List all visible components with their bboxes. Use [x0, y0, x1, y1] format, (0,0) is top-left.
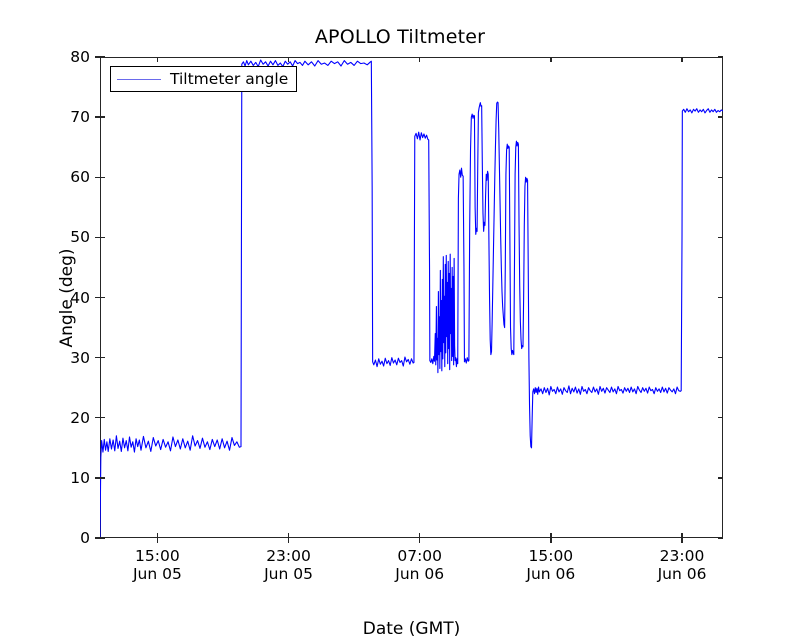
chart-title: APOLLO Tiltmeter	[314, 26, 486, 48]
x-tick-mark-inner	[419, 533, 421, 538]
y-tick-mark-right	[718, 296, 723, 299]
y-tick-label: 30	[70, 348, 90, 367]
y-tick-mark-inner	[100, 176, 105, 178]
y-tick-mark	[95, 236, 100, 239]
x-tick-mark-top	[419, 57, 421, 62]
y-tick-mark-inner	[100, 56, 105, 58]
legend-line-swatch	[117, 78, 161, 80]
y-tick-mark-right	[718, 417, 723, 419]
x-tick-time: 23:00	[266, 547, 311, 565]
y-tick-mark	[95, 477, 100, 479]
x-tick-time: 15:00	[528, 547, 574, 565]
legend-label: Tiltmeter angle	[170, 70, 289, 88]
y-tick-label: 0	[80, 529, 90, 547]
x-tick-mark-inner	[550, 533, 552, 538]
y-axis-label: Angle (deg)	[57, 247, 77, 348]
x-axis-label: Date (GMT)	[362, 619, 461, 639]
plot-area: 0 10 20 30 40 50 60 70 80 15:00 Jun 05 23:00 Jun 05…	[57, 48, 723, 639]
x-tick-mark	[550, 538, 552, 543]
x-tick-time: 07:00	[397, 547, 443, 565]
tiltmeter-angle-line	[100, 59, 723, 538]
y-tick-mark	[95, 296, 100, 299]
y-tick-mark-right	[718, 116, 723, 118]
y-tick-mark	[95, 356, 100, 359]
x-tick-mark	[681, 538, 683, 543]
plot-frame	[100, 57, 723, 538]
y-tick-mark-inner	[100, 477, 105, 479]
y-tick-label: 50	[70, 228, 90, 247]
x-tick-mark-inner	[287, 533, 290, 538]
x-tick-date: Jun 06	[395, 565, 445, 583]
y-tick-mark-right	[718, 176, 723, 178]
y-tick-mark	[95, 116, 100, 118]
x-tick-mark	[156, 538, 159, 543]
x-tick-label: 23:00 Jun 06	[612, 547, 752, 583]
x-tick-mark-inner	[156, 533, 159, 538]
y-tick-mark-right	[718, 356, 723, 359]
y-tick-mark-right	[718, 477, 723, 479]
y-tick-label: 60	[70, 168, 90, 187]
y-tick-label: 20	[70, 408, 90, 427]
x-tick-mark	[287, 538, 290, 543]
y-tick-mark-right	[718, 236, 723, 239]
y-tick-mark-inner	[100, 356, 105, 359]
x-tick-label: 23:00 Jun 05	[219, 547, 359, 583]
y-tick-label: 10	[70, 468, 90, 487]
x-tick-mark-top	[550, 57, 552, 62]
chart-figure: APOLLO Tiltmeter 0 10 20 30 40 50 60 70 80 15:00…	[57, 26, 723, 639]
y-tick-mark	[95, 537, 100, 539]
x-tick-label: 07:00 Jun 06	[350, 547, 490, 583]
x-tick-mark	[419, 538, 421, 543]
x-tick-date: Jun 05	[264, 565, 313, 583]
chart-legend: Tiltmeter angle	[110, 66, 298, 92]
x-tick-mark-top	[287, 57, 290, 62]
y-tick-mark	[95, 417, 100, 419]
x-tick-mark-top	[156, 57, 159, 62]
y-tick-mark-right	[718, 56, 723, 58]
y-tick-mark-inner	[100, 537, 105, 539]
y-tick-mark-inner	[100, 296, 105, 299]
x-tick-date: Jun 06	[657, 565, 707, 583]
y-tick-label: 80	[70, 48, 90, 66]
x-tick-time: 15:00	[135, 547, 180, 565]
x-tick-mark-top	[681, 57, 683, 62]
x-tick-time: 23:00	[659, 547, 705, 565]
y-tick-mark	[95, 176, 100, 178]
x-tick-mark-inner	[681, 533, 683, 538]
x-tick-label: 15:00 Jun 06	[481, 547, 621, 583]
y-tick-label: 70	[70, 108, 90, 127]
y-tick-mark-inner	[100, 417, 105, 419]
x-tick-label: 15:00 Jun 05	[87, 547, 227, 583]
y-tick-mark-right	[718, 537, 723, 539]
y-tick-mark-inner	[100, 116, 105, 118]
x-tick-date: Jun 05	[132, 565, 182, 583]
data-series-canvas	[100, 59, 723, 538]
y-tick-label: 40	[70, 288, 90, 307]
y-tick-mark-inner	[100, 236, 105, 239]
y-tick-mark	[95, 56, 100, 58]
x-tick-date: Jun 06	[526, 565, 576, 583]
